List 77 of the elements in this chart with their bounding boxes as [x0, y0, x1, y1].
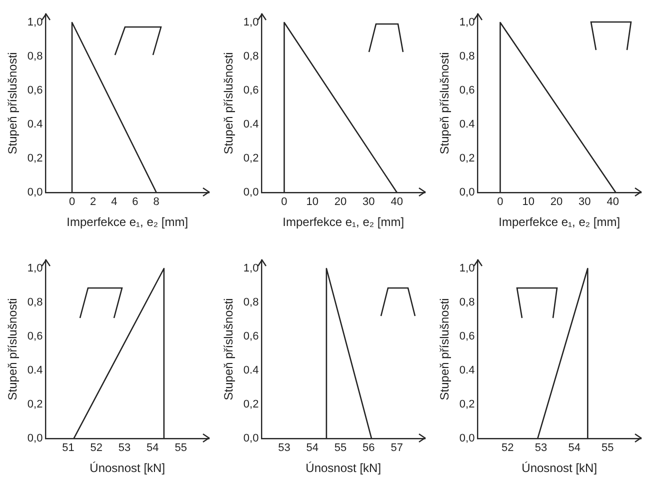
y-tick-label: 0,0: [243, 432, 259, 444]
y-axis-title: Stupeň příslušnosti: [222, 298, 236, 400]
x-axis-title: Únosnost [kN]: [90, 461, 166, 476]
y-tick-label: 0,6: [459, 330, 475, 342]
x-tick-label: 54: [568, 442, 580, 454]
y-tick-label: 0.4: [243, 118, 259, 130]
y-tick-label: 0,8: [27, 296, 43, 309]
x-tick-label: 10: [306, 196, 318, 208]
x-tick-label: 56: [362, 442, 375, 454]
y-tick-label: 0,8: [243, 50, 259, 63]
y-tick-label: 0,0: [27, 432, 43, 444]
x-tick-label: 40: [606, 196, 619, 208]
y-tick-label: 0.4: [27, 364, 43, 376]
y-axis-title: Stupeň příslušnosti: [438, 52, 452, 154]
y-tick-label: 0.4: [459, 118, 475, 130]
x-tick-label: 53: [278, 442, 290, 454]
y-tick-label: 0,6: [243, 84, 259, 96]
x-tick-label: 53: [118, 442, 131, 454]
y-axis-title: Stupeň příslušnosti: [222, 52, 236, 154]
x-tick-label: 0: [497, 196, 504, 208]
x-axis-title: Imperfekce e₁, e₂ [mm]: [282, 215, 404, 230]
y-tick-label: 0.4: [459, 364, 475, 376]
x-tick-label: 40: [390, 196, 403, 208]
x-tick-label: 55: [334, 442, 347, 454]
y-tick-label: 0,6: [27, 330, 43, 342]
y-tick-label: 0,8: [27, 50, 43, 63]
x-tick-label: 8: [153, 196, 160, 208]
x-axis-title: Únosnost [kN]: [522, 461, 598, 476]
x-tick-label: 52: [90, 442, 102, 454]
x-tick-label: 54: [146, 442, 159, 454]
y-tick-label: 1,0: [243, 262, 259, 275]
x-tick-label: 30: [578, 196, 591, 208]
y-axis-title: Stupeň příslušnosti: [6, 298, 20, 400]
y-tick-label: 0,2: [243, 152, 259, 164]
y-tick-label: 0,2: [459, 152, 475, 164]
x-tick-label: 55: [602, 442, 614, 454]
y-axis-title: Stupeň příslušnosti: [6, 52, 20, 154]
x-axis-title: Únosnost [kN]: [306, 461, 382, 476]
y-tick-label: 0,2: [27, 152, 43, 164]
x-tick-label: 0: [68, 196, 76, 208]
y-tick-label: 0,2: [243, 398, 259, 410]
y-tick-label: 1,0: [27, 16, 43, 29]
x-tick-label: 52: [502, 442, 514, 454]
y-tick-label: 0,0: [243, 186, 259, 198]
x-tick-label: 0: [281, 196, 288, 208]
y-tick-label: 0,8: [459, 296, 475, 309]
y-tick-label: 0,8: [243, 296, 259, 309]
x-tick-label: 4: [111, 196, 118, 208]
x-tick-label: 57: [390, 442, 403, 454]
x-axis-title: Imperfekce e₁, e₂ [mm]: [66, 215, 188, 230]
y-tick-label: 0,2: [27, 398, 43, 410]
y-tick-label: 0.4: [243, 364, 259, 376]
y-tick-label: 0.4: [27, 118, 43, 130]
x-tick-label: 55: [174, 442, 187, 454]
y-tick-label: 0,0: [459, 186, 475, 198]
x-tick-label: 2: [90, 196, 96, 208]
x-tick-label: 30: [362, 196, 375, 208]
y-tick-label: 0,0: [459, 432, 475, 444]
x-tick-label: 54: [306, 442, 318, 454]
y-tick-label: 0,2: [459, 398, 475, 410]
x-tick-label: 10: [522, 196, 534, 208]
y-tick-label: 1,0: [243, 16, 259, 29]
y-tick-label: 0,6: [27, 84, 43, 96]
y-tick-label: 1,0: [459, 16, 475, 29]
x-tick-label: 20: [334, 196, 347, 208]
x-tick-label: 51: [62, 442, 74, 454]
x-axis-title: Imperfekce e₁, e₂ [mm]: [498, 215, 620, 230]
y-tick-label: 0,8: [459, 50, 475, 63]
y-tick-label: 0,6: [459, 84, 475, 96]
y-tick-label: 1,0: [27, 262, 43, 275]
y-tick-label: 0,6: [243, 330, 259, 342]
x-tick-label: 6: [132, 196, 138, 208]
y-tick-label: 0,0: [27, 186, 43, 198]
x-tick-label: 20: [550, 196, 563, 208]
y-axis-title: Stupeň příslušnosti: [438, 298, 452, 400]
y-tick-label: 1,0: [459, 262, 475, 275]
x-tick-label: 53: [534, 442, 548, 454]
